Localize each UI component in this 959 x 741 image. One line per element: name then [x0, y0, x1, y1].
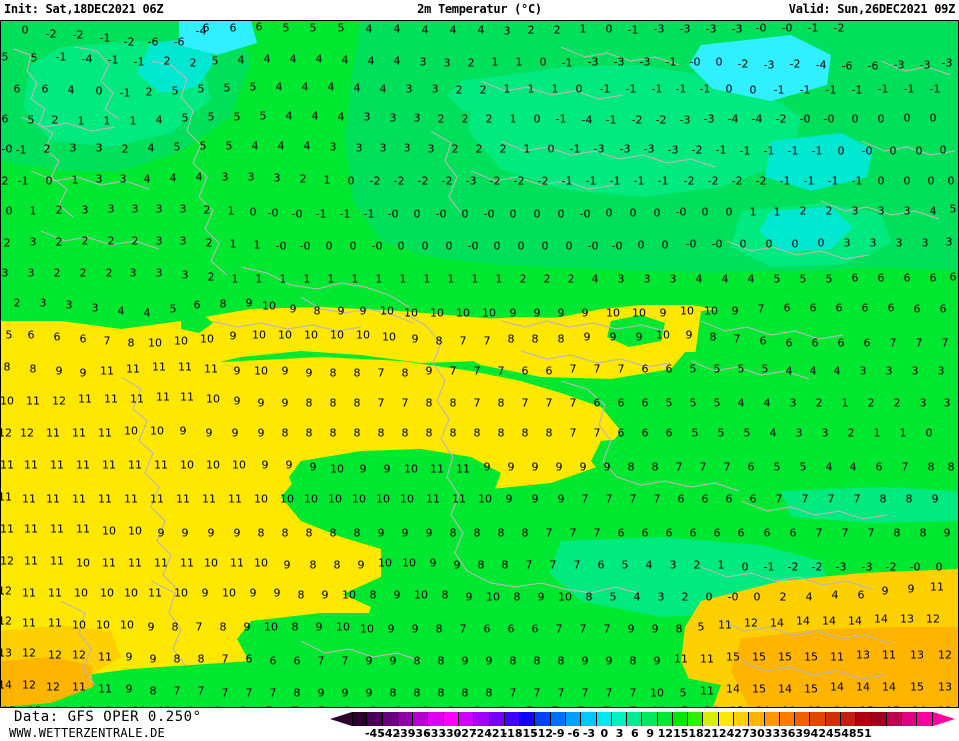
colorbar-cell — [810, 712, 826, 726]
colorbar-cell — [474, 712, 490, 726]
colorbar-cell — [902, 712, 918, 726]
colorbar-cell — [413, 712, 429, 726]
colorbar-cell — [672, 712, 689, 726]
colorbar-cell — [841, 712, 857, 726]
colorbar-cell — [352, 712, 368, 726]
colorbar-tick: 33 — [764, 727, 781, 740]
colorbar-over-arrow — [933, 712, 955, 726]
colorbar-cell — [749, 712, 765, 726]
colorbar-tick: -15 — [517, 727, 538, 740]
colorbar-cell — [504, 712, 521, 726]
colorbar-tick: 21 — [703, 727, 719, 740]
colorbar-tick: 39 — [795, 727, 811, 740]
colorbar-under-arrow — [330, 712, 352, 726]
data-source-label: Data: GFS OPER 0.250° — [14, 709, 202, 725]
colorbar-tick: -27 — [456, 727, 477, 740]
colorbar-tick: 45 — [825, 727, 842, 740]
colorbar-cell — [397, 712, 414, 726]
colorbar-cell — [611, 712, 628, 726]
colorbar-cell — [718, 712, 735, 726]
colorbar-cell — [734, 712, 750, 726]
colorbar-tick: -45 — [364, 727, 385, 740]
colorbar-tick: -42 — [380, 727, 401, 740]
colorbar-cell — [627, 712, 643, 726]
page-title: 2m Temperatur (°C) — [417, 2, 542, 16]
map-footer: Data: GFS OPER 0.250° WWW.WETTERZENTRALE… — [0, 708, 959, 741]
colorbar-cell — [535, 712, 551, 726]
colorbar-tick: -6 — [567, 727, 580, 740]
colorbar-cell — [382, 712, 398, 726]
colorbar-tick: 51 — [856, 727, 872, 740]
colorbar-cell — [489, 712, 505, 726]
colorbar-tick: -9 — [552, 727, 565, 740]
colorbar-cell — [642, 712, 658, 726]
colorbar-tick: 0 — [600, 727, 609, 740]
colorbar-cells — [352, 712, 933, 726]
colorbar: -45 -42 -39 -36 -33 -30 -27 -24 -21 -18 -15 -12 -9 -6… — [330, 712, 955, 740]
valid-time-label: Valid: Sun,26DEC2021 09Z — [788, 2, 956, 16]
colorbar-tick: 27 — [734, 727, 750, 740]
website-label: WWW.WETTERZENTRALE.DE — [9, 726, 165, 740]
colorbar-cell — [550, 712, 566, 726]
colorbar-tick: -12 — [533, 727, 554, 740]
colorbar-tick: -39 — [395, 727, 416, 740]
colorbar-tick: -18 — [502, 727, 523, 740]
colorbar-tick: 48 — [841, 727, 857, 740]
colorbar-tick: 30 — [749, 727, 765, 740]
init-time-label: Init: Sat,18DEC2021 06Z — [4, 2, 164, 16]
colorbar-tick: 24 — [718, 727, 735, 740]
colorbar-tick: 36 — [780, 727, 796, 740]
temperature-field-canvas — [1, 21, 958, 707]
colorbar-cell — [688, 712, 704, 726]
colorbar-cell — [825, 712, 841, 726]
colorbar-tick: -24 — [472, 727, 492, 740]
colorbar-cell — [795, 712, 811, 726]
colorbar-tick: 6 — [631, 727, 639, 740]
colorbar-cell — [703, 712, 719, 726]
colorbar-cell — [779, 712, 796, 726]
colorbar-cell — [581, 712, 597, 726]
colorbar-tick: -21 — [487, 727, 508, 740]
colorbar-tick: -30 — [441, 727, 462, 740]
colorbar-cell — [565, 712, 582, 726]
colorbar-cell — [443, 712, 459, 726]
colorbar-cell — [917, 712, 933, 726]
weather-map[interactable]: 0 -2 -2 -1 -2 -6 -6 -4 6 6 6 5 5 5 4 4 4 4 4 3 2 2 1 0 -1 -3 -3 -3-… — [0, 20, 959, 708]
colorbar-cell — [458, 712, 475, 726]
colorbar-cell — [657, 712, 673, 726]
colorbar-tick: -36 — [410, 727, 431, 740]
colorbar-tick: 18 — [688, 727, 704, 740]
colorbar-cell — [871, 712, 887, 726]
map-header: Init: Sat,18DEC2021 06Z 2m Temperatur (°… — [0, 0, 959, 20]
colorbar-cell — [596, 712, 612, 726]
colorbar-tick: 15 — [673, 727, 689, 740]
colorbar-cell — [367, 712, 383, 726]
colorbar-cell — [886, 712, 903, 726]
colorbar-cell — [428, 712, 444, 726]
colorbar-tick: -3 — [582, 727, 596, 740]
colorbar-tick: 12 — [657, 727, 674, 740]
colorbar-tick: 9 — [646, 727, 654, 740]
colorbar-tick: 42 — [810, 727, 826, 740]
colorbar-cell — [856, 712, 872, 726]
colorbar-cell — [764, 712, 780, 726]
colorbar-cell — [520, 712, 536, 726]
colorbar-tick: -33 — [426, 727, 447, 740]
colorbar-tick-labels: -45 -42 -39 -36 -33 -30 -27 -24 -21 -18 -15 -12 -9 -6… — [352, 727, 933, 740]
colorbar-tick: 3 — [615, 727, 624, 740]
